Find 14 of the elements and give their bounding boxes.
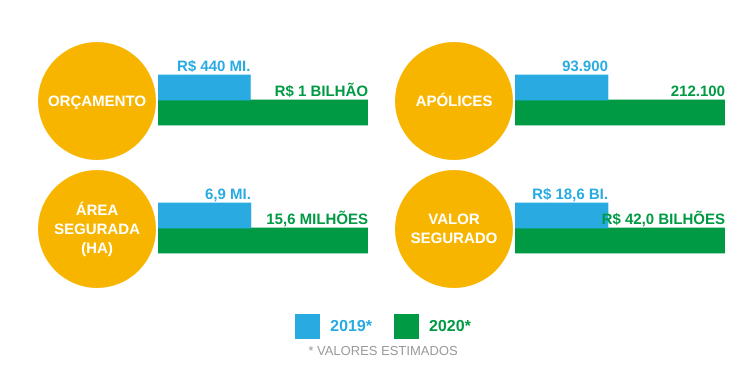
legend-label: 2020* xyxy=(429,318,471,336)
data-label: 6,9 MI. xyxy=(205,186,251,203)
text: VALOR SEGURADO xyxy=(410,210,498,248)
text: ORÇAMENTO xyxy=(48,92,146,110)
text: APÓLICES xyxy=(416,92,492,110)
data-label: 15,6 MILHÕES xyxy=(266,210,368,228)
data-label: R$ 1 BILHÃO xyxy=(274,82,368,100)
legend-label: 2019* xyxy=(330,318,372,336)
text: ÁREA SEGURADA (HA) xyxy=(53,200,141,258)
data-label: R$ 440 MI. xyxy=(177,58,250,75)
data-label: 93.900 xyxy=(562,58,608,75)
data-label: R$ 18,6 BI. xyxy=(532,186,608,203)
text: * VALORES ESTIMADOS xyxy=(307,343,459,358)
data-label: 212.100 xyxy=(670,83,725,100)
